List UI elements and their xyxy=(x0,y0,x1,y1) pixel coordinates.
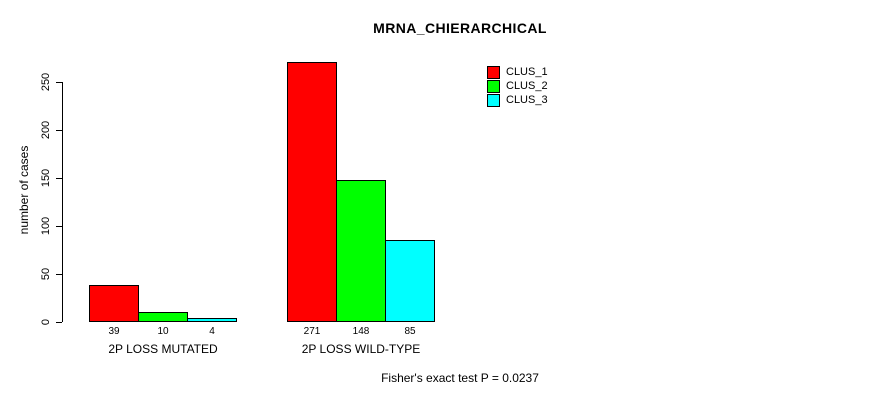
bar xyxy=(385,240,435,322)
legend-item: CLUS_1 xyxy=(487,65,548,79)
y-tick xyxy=(56,177,62,179)
bar xyxy=(336,180,386,322)
legend-swatch xyxy=(487,79,500,93)
bar-value-label: 148 xyxy=(352,326,370,337)
bar xyxy=(287,62,337,322)
category-label: 2P LOSS WILD-TYPE xyxy=(301,342,421,356)
bar-value-label: 10 xyxy=(157,326,169,337)
y-tick xyxy=(56,129,62,131)
y-tick-label: 250 xyxy=(40,72,52,92)
legend-label: CLUS_3 xyxy=(506,94,548,106)
category-label: 2P LOSS MUTATED xyxy=(108,342,218,356)
y-tick xyxy=(56,321,62,323)
legend-label: CLUS_2 xyxy=(506,80,548,92)
bar xyxy=(89,285,139,322)
y-tick-label: 150 xyxy=(40,168,52,188)
bar xyxy=(187,318,237,322)
bar-value-label: 271 xyxy=(303,326,321,337)
bar xyxy=(138,312,188,322)
annotation-text: Fisher's exact test P = 0.0237 xyxy=(381,371,539,385)
legend-swatch xyxy=(487,93,500,107)
chart-title: MRNA_CHIERARCHICAL xyxy=(373,20,547,36)
bar-value-label: 85 xyxy=(404,326,416,337)
legend-item: CLUS_2 xyxy=(487,79,548,93)
y-tick-label: 50 xyxy=(40,267,52,281)
y-axis-label: number of cases xyxy=(17,145,31,235)
y-tick-label: 200 xyxy=(40,120,52,140)
legend-swatch xyxy=(487,65,500,79)
y-tick xyxy=(56,273,62,275)
y-tick xyxy=(56,225,62,227)
y-tick xyxy=(56,81,62,83)
y-tick-label: 0 xyxy=(40,318,52,326)
legend: CLUS_1 CLUS_2 CLUS_3 xyxy=(487,65,548,107)
y-tick-label: 100 xyxy=(40,216,52,236)
bar-value-label: 4 xyxy=(209,326,215,337)
legend-label: CLUS_1 xyxy=(506,66,548,78)
plot-area: 0 50 100 150 200 250 39 10 4 2P LOSS MUTATED 271 14… xyxy=(40,62,563,356)
bar-value-label: 39 xyxy=(108,326,120,337)
legend-item: CLUS_3 xyxy=(487,93,548,107)
